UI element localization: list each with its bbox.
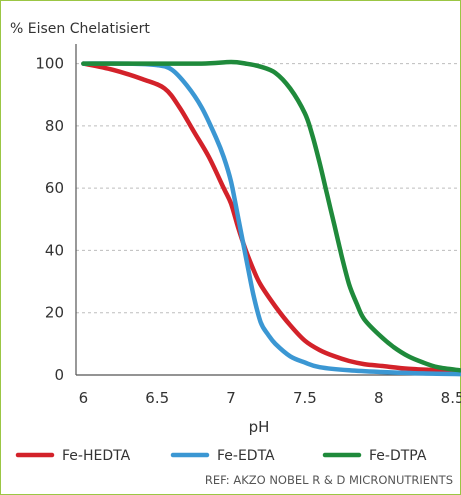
legend-label: Fe-HEDTA [62,448,131,464]
series-line-fe-hedta [81,61,461,374]
y-tick-label: 20 [45,304,64,322]
y-tick-label: 40 [45,241,64,259]
chart-title: % Eisen Chelatisiert [10,21,150,37]
axes [75,44,460,376]
y-tick-label: 100 [35,55,64,73]
x-tick-label: 7.5 [293,389,317,407]
x-tick-labels: 6 6.5 7 7.5 8 8.5 [79,389,461,407]
legend-label: Fe-DTPA [369,448,427,464]
series-line-fe-dtpa [81,59,461,373]
x-tick-label: 8.5 [441,389,461,407]
y-tick-labels: 0 20 40 60 80 100 [35,55,64,384]
x-tick-label: 8 [374,389,384,407]
y-tick-label: 80 [45,117,64,135]
series-line-fe-edta [81,61,461,377]
legend: Fe-HEDTA Fe-EDTA Fe-DTPA [15,448,427,464]
legend-label: Fe-EDTA [217,448,275,464]
grid-lines [76,63,460,314]
reference-note: REF: AKZO NOBEL R & D MICRONUTRIENTS [205,473,453,487]
x-tick-label: 6.5 [145,389,169,407]
series-lines [81,59,461,377]
y-tick-label: 60 [45,179,64,197]
x-axis-label: pH [249,418,270,436]
y-tick-label: 0 [54,366,64,384]
x-tick-label: 6 [79,389,89,407]
x-tick-label: 7 [226,389,236,407]
